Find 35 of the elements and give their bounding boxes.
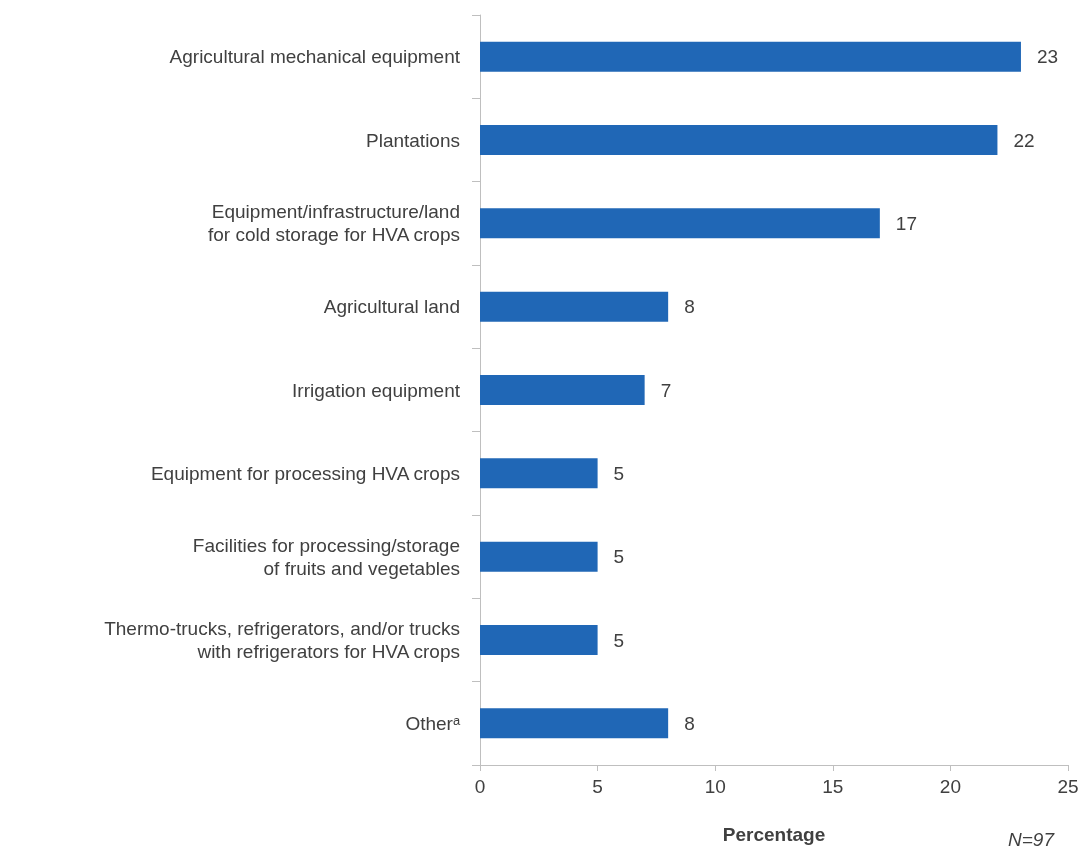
x-axis-title: Percentage (722, 824, 826, 845)
y-tick-label: Facilities for processing/storage of fruits and vegetables (192, 534, 460, 579)
bar (480, 708, 669, 739)
data-label: 5 (613, 462, 625, 484)
x-tick-label: 20 (939, 776, 961, 797)
y-tick-label: Irrigation equipment (292, 379, 461, 401)
bar (480, 208, 880, 239)
x-tick-label: 10 (704, 776, 726, 797)
bar (480, 625, 598, 655)
data-label: 5 (613, 629, 625, 651)
bar (480, 458, 598, 489)
text: N=97 (1008, 829, 1056, 850)
y-tick-label: Otherᵃ (405, 712, 461, 734)
data-label: 8 (684, 296, 695, 318)
data-label: 8 (684, 712, 695, 734)
data-label: 7 (660, 379, 672, 401)
data-label: 5 (613, 546, 625, 568)
x-tick-label: 15 (822, 776, 844, 797)
data-label: 17 (895, 212, 917, 234)
y-tick-label: Agricultural land (323, 296, 460, 318)
y-tick-label: Plantations (365, 129, 460, 151)
bar (480, 291, 669, 322)
data-label: 22 (1013, 129, 1035, 151)
y-tick-label: Equipment/infrastructure/land for cold storage for HVA crops (207, 201, 460, 246)
y-tick-label: Agricultural mechanical equipment (169, 46, 461, 68)
x-tick-label: 5 (592, 776, 603, 797)
data-label: 23 (1036, 46, 1059, 68)
y-tick-label: Equipment for processing HVA crops (150, 462, 460, 484)
bar (480, 41, 1021, 72)
bar (480, 375, 645, 405)
bar (480, 541, 598, 572)
y-tick-label: Thermo-trucks, refrigerators, and/or trucks with refrigerators for HVA crops (104, 618, 460, 662)
bar (480, 125, 998, 155)
x-tick-label: 25 (1057, 776, 1079, 797)
x-tick-label: 0 (474, 776, 486, 797)
